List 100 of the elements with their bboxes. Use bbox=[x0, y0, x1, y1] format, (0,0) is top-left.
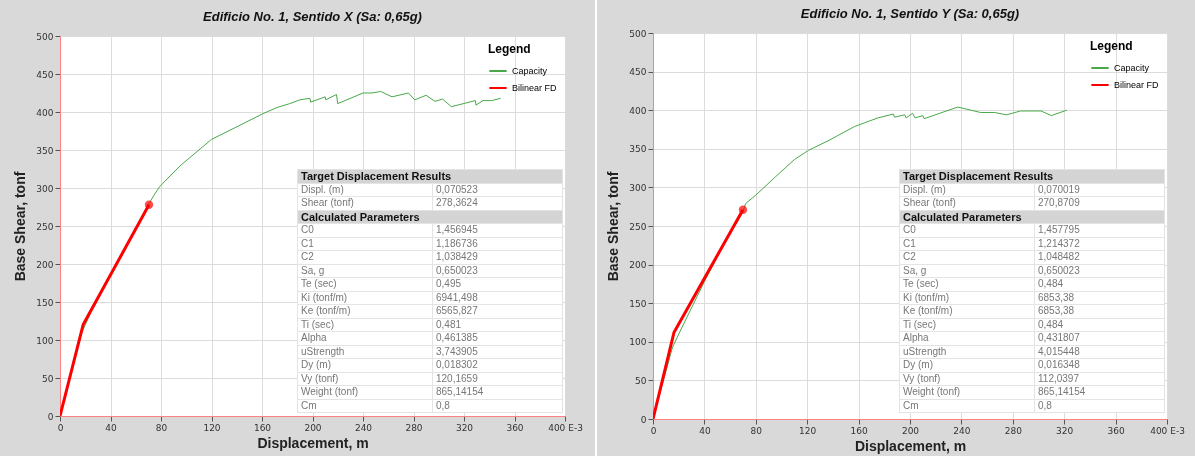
annotation: C2 bbox=[297, 250, 433, 264]
legend-label: Bilinear FD bbox=[512, 83, 558, 93]
y-tick-label: 50 bbox=[635, 375, 647, 386]
x-tick-label: 200 bbox=[901, 425, 920, 436]
x-tick-label: 240 bbox=[354, 422, 373, 433]
y-tick-label: 0 bbox=[640, 414, 647, 425]
annotation: 1,457795 bbox=[1034, 223, 1165, 237]
annotation: 0,650023 bbox=[432, 264, 563, 278]
x-tick-label: 280 bbox=[1004, 425, 1023, 436]
y-tick-label: 350 bbox=[629, 144, 647, 155]
annotation: C1 bbox=[297, 237, 433, 251]
chart-title: Edificio No. 1, Sentido Y (Sa: 0,65g) bbox=[800, 6, 1020, 21]
x-tick-label: 320 bbox=[455, 422, 474, 433]
legend-title: Legend bbox=[488, 42, 531, 56]
y-tick-label: 250 bbox=[629, 221, 647, 232]
annotation: 0,018302 bbox=[432, 358, 563, 372]
annotation: Calculated Parameters bbox=[297, 210, 563, 224]
y-axis-title: Base Shear, tonf bbox=[605, 171, 622, 282]
annotation: uStrength bbox=[297, 345, 433, 359]
annotation: 6853,38 bbox=[1034, 304, 1165, 318]
x-tick-label: 120 bbox=[203, 422, 221, 433]
annotation: Weight (tonf) bbox=[297, 385, 433, 399]
annotation: 0,431807 bbox=[1034, 331, 1165, 345]
annotation: Target Displacement Results bbox=[297, 169, 563, 183]
x-axis-title: Displacement, m bbox=[854, 437, 967, 454]
annotation: 0,070019 bbox=[1034, 183, 1165, 197]
annotation: Te (sec) bbox=[899, 277, 1035, 291]
legend-label: Capacity bbox=[1114, 63, 1150, 73]
annotation: Alpha bbox=[297, 331, 433, 345]
annotation: 0,484 bbox=[1034, 277, 1165, 291]
annotation: Cm bbox=[297, 399, 433, 413]
legend-label: Capacity bbox=[512, 66, 548, 76]
annotation: 0,016348 bbox=[1034, 358, 1165, 372]
y-tick-label: 250 bbox=[36, 221, 54, 232]
x-tick-label: 320 bbox=[1056, 425, 1074, 436]
x-tick-label: 200 bbox=[304, 422, 322, 433]
annotation: 1,214372 bbox=[1034, 237, 1165, 251]
annotation: 6853,38 bbox=[1034, 291, 1165, 305]
annotation: Shear (tonf) bbox=[899, 196, 1035, 210]
y-tick-label: 350 bbox=[36, 145, 54, 156]
annotation: 0,8 bbox=[1034, 399, 1165, 413]
annotation: Ki (tonf/m) bbox=[297, 291, 433, 305]
y-tick-label: 0 bbox=[47, 411, 54, 422]
annotation: Ke (tonf/m) bbox=[899, 304, 1035, 318]
annotation: Shear (tonf) bbox=[297, 196, 433, 210]
y-tick-label: 450 bbox=[36, 69, 54, 80]
x-tick-label: 160 bbox=[850, 425, 868, 436]
annotation: Ti (sec) bbox=[297, 318, 433, 332]
y-tick-label: 450 bbox=[629, 67, 647, 78]
annotation: 1,456945 bbox=[432, 223, 563, 237]
y-tick-label: 200 bbox=[36, 259, 54, 270]
annotation: Sa, g bbox=[899, 264, 1035, 278]
x-tick-label: 80 bbox=[155, 422, 168, 433]
annotation: 865,14154 bbox=[432, 385, 563, 399]
chart-title: Edificio No. 1, Sentido X (Sa: 0,65g) bbox=[203, 9, 422, 24]
x-tick-label: 0 bbox=[650, 425, 657, 436]
annotation: C2 bbox=[899, 250, 1035, 264]
y-tick-label: 100 bbox=[629, 337, 647, 348]
y-axis-title: Base Shear, tonf bbox=[12, 171, 29, 282]
annotation: 0,484 bbox=[1034, 318, 1165, 332]
annotation: Target Displacement Results bbox=[899, 169, 1165, 183]
y-tick-label: 400 bbox=[36, 107, 54, 118]
annotation: Calculated Parameters bbox=[899, 210, 1165, 224]
x-tick-label: 360 bbox=[1107, 425, 1125, 436]
y-tick-label: 400 bbox=[629, 105, 647, 116]
y-tick-label: 50 bbox=[42, 373, 54, 384]
y-tick-label: 200 bbox=[629, 260, 647, 271]
annotation: Te (sec) bbox=[297, 277, 433, 291]
annotation: Dy (m) bbox=[899, 358, 1035, 372]
annotation: 270,8709 bbox=[1034, 196, 1165, 210]
x-tick-label: 400 E-3 bbox=[548, 422, 583, 433]
annotation: Ti (sec) bbox=[899, 318, 1035, 332]
annotation: Alpha bbox=[899, 331, 1035, 345]
annotation: C0 bbox=[899, 223, 1035, 237]
annotation: 0,495 bbox=[432, 277, 563, 291]
annotation: Cm bbox=[899, 399, 1035, 413]
legend-label: Bilinear FD bbox=[1114, 80, 1160, 90]
annotation: Dy (m) bbox=[297, 358, 433, 372]
x-tick-label: 240 bbox=[953, 425, 971, 436]
annotation: Displ. (m) bbox=[297, 183, 433, 197]
annotation: uStrength bbox=[899, 345, 1035, 359]
annotation: 0,8 bbox=[432, 399, 563, 413]
annotation: Displ. (m) bbox=[899, 183, 1035, 197]
annotation: 0,070523 bbox=[432, 183, 563, 197]
annotation: 278,3624 bbox=[432, 196, 563, 210]
annotation: C1 bbox=[899, 237, 1035, 251]
annotation: 120,1659 bbox=[432, 372, 563, 386]
annotation: 0,481 bbox=[432, 318, 563, 332]
annotation: 6565,827 bbox=[432, 304, 563, 318]
annotation: 0,650023 bbox=[1034, 264, 1165, 278]
x-tick-label: 400 E-3 bbox=[1150, 425, 1185, 436]
annotation: Sa, g bbox=[297, 264, 433, 278]
annotation: Ki (tonf/m) bbox=[899, 291, 1035, 305]
annotation: 0,461385 bbox=[432, 331, 563, 345]
annotation: 1,038429 bbox=[432, 250, 563, 264]
annotation: 1,186736 bbox=[432, 237, 563, 251]
y-tick-label: 500 bbox=[629, 28, 647, 39]
annotation: Vy (tonf) bbox=[899, 372, 1035, 386]
y-tick-label: 100 bbox=[36, 335, 54, 346]
legend-title: Legend bbox=[1090, 39, 1133, 53]
